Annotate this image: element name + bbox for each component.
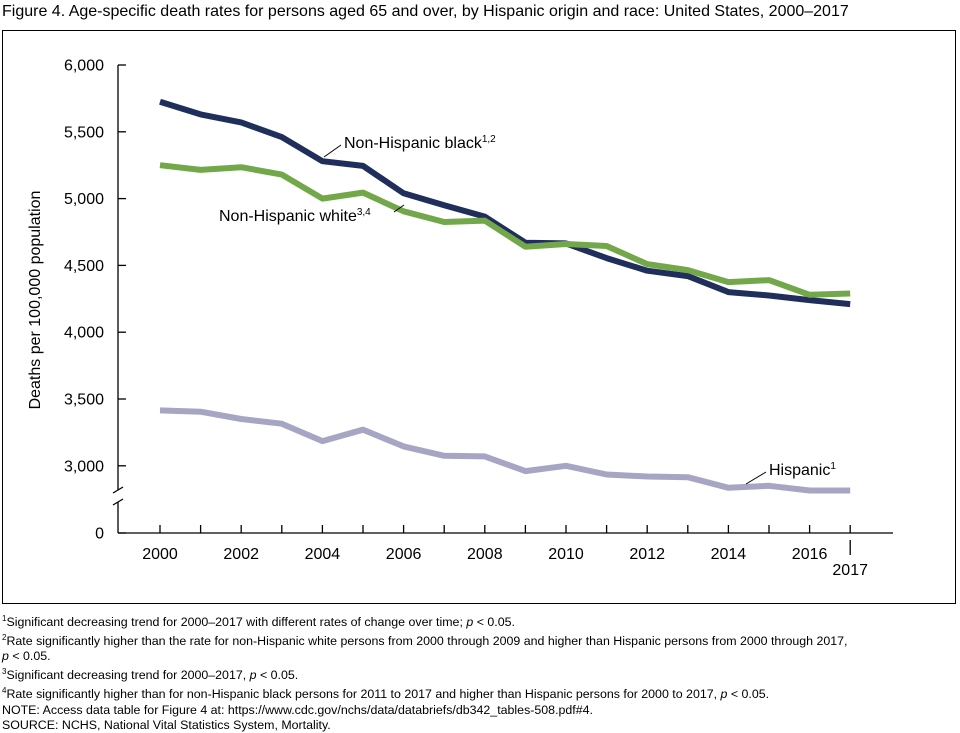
y-tick-label: 0 — [95, 526, 104, 543]
series-label-leader — [323, 144, 342, 158]
series-line-hispanic — [159, 407, 851, 494]
y-tick-label: 3,000 — [64, 458, 104, 475]
series-label-non-hispanic-white: Non-Hispanic white3,4 — [219, 207, 371, 225]
x-tick-label: 2016 — [792, 546, 828, 563]
series-label-hispanic: Hispanic1 — [769, 461, 836, 479]
chart-frame — [2, 30, 956, 604]
x-tick-label: 2017 — [832, 562, 868, 579]
series-line-non-hispanic-white — [159, 162, 851, 298]
footnote: 4Rate significantly higher than for non-… — [2, 686, 770, 702]
axes — [112, 65, 893, 534]
y-tick-label: 5,000 — [64, 191, 104, 208]
x-tick-label: 2000 — [142, 546, 178, 563]
y-tick-label: 5,500 — [64, 124, 104, 141]
series-line-non-hispanic-black — [159, 98, 851, 308]
series-label-non-hispanic-black: Non-Hispanic black1,2 — [344, 134, 496, 152]
x-tick-label: 2004 — [305, 546, 341, 563]
footnote: p < 0.05. — [2, 649, 51, 664]
y-tick-label: 6,000 — [64, 58, 104, 75]
x-tick-label: 2012 — [629, 546, 665, 563]
axis-ticks: 6,000 5,500 5,000 4,500 4,000 3,500 3,000 0 2000… — [64, 58, 868, 580]
y-tick-label: 3,500 — [64, 392, 104, 409]
line-chart: 6,000 5,500 5,000 4,500 4,000 3,500 3,000 0 2000… — [27, 58, 893, 580]
series-lines — [159, 98, 851, 494]
series-label-leader — [745, 471, 767, 485]
series-label-leader — [393, 204, 405, 213]
axis-break-mark — [112, 498, 124, 506]
figure-title: Figure 4. Age-specific death rates for p… — [2, 3, 849, 20]
x-tick-label: 2010 — [548, 546, 584, 563]
y-tick-label: 4,000 — [64, 325, 104, 342]
footnote: 2Rate significantly higher than the rate… — [2, 633, 848, 649]
footnotes: 1Significant decreasing trend for 2000–2… — [2, 611, 952, 733]
footnote: NOTE: Access data table for Figure 4 at:… — [2, 702, 593, 717]
x-tick-label: 2014 — [711, 546, 747, 563]
series-labels: Non-Hispanic black1,2 Non-Hispanic white3… — [219, 134, 836, 485]
x-tick-label: 2008 — [467, 546, 503, 563]
footnote: 3Significant decreasing trend for 2000–2… — [2, 667, 299, 683]
x-tick-label: 2006 — [386, 546, 422, 563]
x-tick-label: 2002 — [223, 546, 259, 563]
y-axis-label: Deaths per 100,000 population — [27, 191, 44, 410]
footnote: 1Significant decreasing trend for 2000–2… — [2, 614, 515, 630]
y-tick-label: 4,500 — [64, 258, 104, 275]
axis-break-mark — [112, 486, 124, 494]
